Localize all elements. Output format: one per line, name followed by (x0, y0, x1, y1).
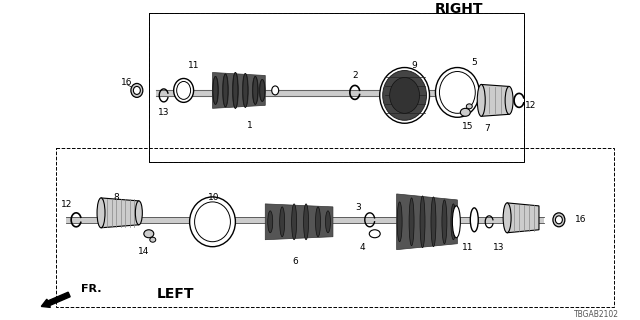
Ellipse shape (477, 84, 485, 116)
Ellipse shape (409, 198, 414, 246)
Ellipse shape (213, 76, 218, 104)
Text: FR.: FR. (81, 284, 102, 294)
Ellipse shape (136, 201, 142, 225)
Ellipse shape (150, 237, 156, 242)
Text: RIGHT: RIGHT (435, 2, 484, 16)
Text: 13: 13 (493, 243, 505, 252)
Text: 2: 2 (352, 71, 358, 80)
Text: 15: 15 (461, 122, 473, 131)
Ellipse shape (144, 230, 154, 238)
Ellipse shape (260, 79, 265, 101)
Ellipse shape (173, 78, 193, 102)
Ellipse shape (326, 211, 330, 233)
Polygon shape (101, 198, 139, 228)
Ellipse shape (212, 76, 218, 104)
Ellipse shape (553, 213, 565, 227)
Ellipse shape (452, 206, 460, 238)
Ellipse shape (131, 84, 143, 97)
Ellipse shape (292, 204, 296, 240)
Text: 12: 12 (525, 101, 537, 110)
Text: 6: 6 (292, 257, 298, 266)
Polygon shape (397, 194, 458, 250)
Ellipse shape (268, 211, 273, 233)
Ellipse shape (467, 104, 472, 109)
Polygon shape (212, 73, 265, 108)
Text: 11: 11 (188, 61, 199, 70)
Ellipse shape (451, 204, 456, 240)
Text: TBGAB2102: TBGAB2102 (573, 310, 619, 319)
Ellipse shape (133, 86, 140, 94)
Ellipse shape (431, 197, 436, 247)
Ellipse shape (303, 204, 308, 240)
Ellipse shape (177, 82, 191, 100)
Ellipse shape (505, 86, 513, 114)
Text: 16: 16 (121, 78, 132, 87)
Text: LEFT: LEFT (157, 287, 195, 301)
Text: 3: 3 (355, 204, 361, 212)
Polygon shape (481, 84, 509, 116)
Ellipse shape (272, 86, 278, 95)
Text: 1: 1 (248, 121, 253, 130)
Text: 12: 12 (61, 200, 72, 209)
Ellipse shape (233, 73, 238, 108)
Ellipse shape (503, 203, 511, 233)
Text: 4: 4 (360, 243, 365, 252)
Ellipse shape (280, 207, 285, 237)
Ellipse shape (243, 74, 248, 107)
Ellipse shape (223, 74, 228, 107)
Text: 8: 8 (113, 193, 119, 203)
Ellipse shape (253, 76, 258, 104)
Ellipse shape (223, 74, 228, 107)
Ellipse shape (390, 77, 420, 113)
Polygon shape (149, 13, 524, 162)
Ellipse shape (440, 71, 476, 113)
FancyArrow shape (42, 292, 70, 308)
Text: 13: 13 (158, 108, 170, 117)
Ellipse shape (97, 198, 105, 228)
Ellipse shape (420, 196, 425, 248)
Ellipse shape (556, 216, 563, 224)
Text: 16: 16 (575, 215, 586, 224)
Ellipse shape (397, 202, 402, 242)
Text: 5: 5 (472, 58, 477, 67)
Polygon shape (507, 203, 539, 233)
Ellipse shape (442, 200, 447, 244)
Text: 11: 11 (461, 243, 473, 252)
Ellipse shape (369, 230, 380, 238)
Bar (66, 217, 544, 223)
Ellipse shape (435, 68, 479, 117)
Ellipse shape (383, 70, 426, 120)
Ellipse shape (470, 208, 478, 232)
Ellipse shape (243, 74, 248, 107)
Ellipse shape (316, 207, 321, 237)
Text: 10: 10 (208, 193, 220, 203)
Text: 14: 14 (138, 247, 150, 256)
Ellipse shape (259, 79, 265, 101)
Ellipse shape (189, 197, 236, 247)
Ellipse shape (232, 73, 238, 108)
Bar (156, 91, 504, 96)
Text: 9: 9 (412, 61, 417, 70)
Ellipse shape (460, 108, 470, 116)
Ellipse shape (252, 76, 259, 104)
Text: 7: 7 (484, 124, 490, 133)
Polygon shape (265, 204, 333, 240)
Ellipse shape (195, 202, 230, 242)
Ellipse shape (380, 68, 429, 123)
